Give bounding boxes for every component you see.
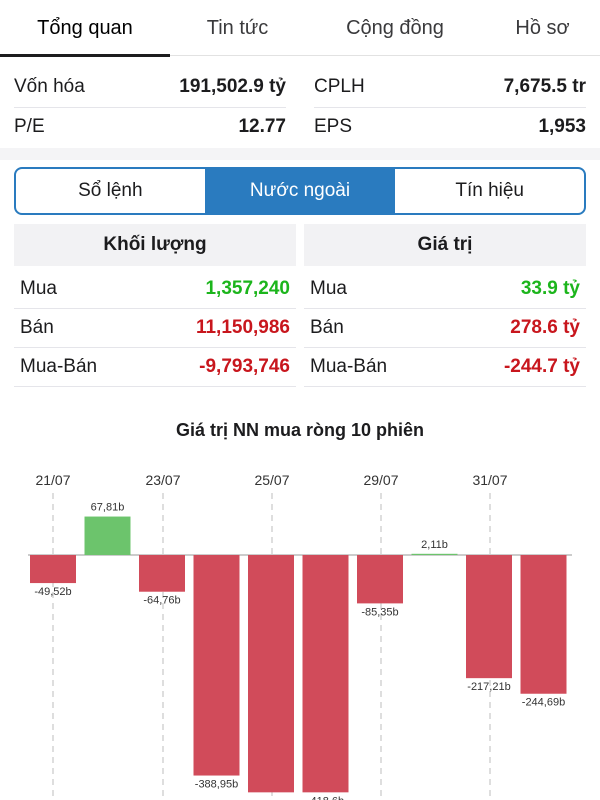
stat-value: 1,953 (538, 116, 586, 137)
tab-news[interactable]: Tin tức (206, 16, 269, 39)
row-label: Mua-Bán (20, 356, 98, 377)
volume-value: -9,793,746 (199, 356, 290, 377)
table-row: Mua-Bán -9,793,746 (14, 348, 296, 386)
date-label: 31/07 (472, 472, 507, 488)
trade-value: 278.6 tỷ (510, 317, 580, 338)
date-label: 25/07 (254, 472, 289, 488)
divider (314, 107, 586, 108)
chart-bar (84, 516, 131, 555)
volume-header: Khối lượng (14, 224, 296, 266)
stat-pe: P/E 12.77 (14, 107, 286, 147)
segment-signals[interactable]: Tín hiệu (394, 169, 584, 213)
divider (304, 386, 586, 387)
chart-bar (466, 555, 512, 679)
chart-bar (357, 555, 403, 604)
stat-outstanding-shares: CPLH 7,675.5 tr (314, 67, 586, 107)
data-label: -64,76b (143, 595, 180, 607)
table-row: Bán 278.6 tỷ (304, 309, 586, 347)
data-label: -49,52b (34, 586, 71, 598)
chart-bar (248, 555, 294, 793)
stat-label: Vốn hóa (14, 76, 85, 97)
tab-community[interactable]: Cộng đồng (346, 16, 444, 39)
row-label: Mua-Bán (310, 356, 388, 377)
data-label: -217,21b (467, 681, 510, 693)
data-label: -388,95b (195, 779, 238, 791)
chart-bar (302, 555, 349, 793)
stat-label: CPLH (314, 76, 365, 97)
section-separator (0, 148, 600, 160)
divider (14, 107, 286, 108)
chart-bar (139, 555, 185, 592)
stat-value: 7,675.5 tr (503, 76, 586, 97)
net-foreign-chart: 21/07 23/07 25/07 29/07 31/07 -49,52b 67,81b -6… (28, 472, 572, 800)
volume-value: 11,150,986 (195, 317, 290, 338)
row-label: Mua (20, 278, 57, 299)
data-label: -418,6b (307, 795, 344, 800)
segmented-control: Sổ lệnh Nước ngoài Tín hiệu (14, 167, 586, 215)
data-label: 2,11b (421, 539, 448, 551)
date-label: 23/07 (145, 472, 180, 488)
row-label: Bán (310, 317, 344, 338)
top-tab-bar: Tổng quan Tin tức Cộng đồng Hồ sơ (0, 0, 600, 57)
stat-label: EPS (314, 116, 353, 137)
chart-bar (30, 555, 76, 584)
chart-bar (520, 555, 567, 694)
row-label: Bán (20, 317, 54, 338)
table-row: Bán 11,150,986 (14, 309, 296, 347)
stat-value: 191,502.9 tỷ (179, 76, 286, 97)
chart-bar (411, 553, 458, 555)
stat-value: 12.77 (238, 116, 286, 137)
stat-label: P/E (14, 116, 45, 137)
stat-eps: EPS 1,953 (314, 107, 586, 147)
data-label: -244,69b (522, 697, 565, 709)
row-label: Mua (310, 278, 347, 299)
divider (304, 308, 586, 309)
tab-profile[interactable]: Hồ sơ (515, 16, 570, 39)
divider (304, 347, 586, 348)
tab-overview[interactable]: Tổng quan (0, 0, 170, 57)
table-row: Mua 1,357,240 (14, 270, 296, 308)
chart-bar (193, 555, 240, 776)
date-label: 29/07 (363, 472, 398, 488)
volume-value: 1,357,240 (205, 278, 290, 299)
table-row: Mua 33.9 tỷ (304, 270, 586, 308)
stat-market-cap: Vốn hóa 191,502.9 tỷ (14, 67, 286, 107)
segment-foreign[interactable]: Nước ngoài (204, 169, 395, 213)
divider (14, 347, 296, 348)
value-header: Giá trị (304, 224, 586, 266)
divider (14, 308, 296, 309)
data-label: -85,35b (361, 606, 398, 618)
date-label: 21/07 (35, 472, 70, 488)
table-row: Mua-Bán -244.7 tỷ (304, 348, 586, 386)
chart-title: Giá trị NN mua ròng 10 phiên (175, 420, 425, 440)
trade-value: 33.9 tỷ (520, 278, 580, 299)
segment-order-book[interactable]: Sổ lệnh (78, 180, 143, 201)
trade-value: -244.7 tỷ (503, 356, 580, 377)
divider (14, 386, 296, 387)
data-label: 67,81b (91, 502, 125, 514)
